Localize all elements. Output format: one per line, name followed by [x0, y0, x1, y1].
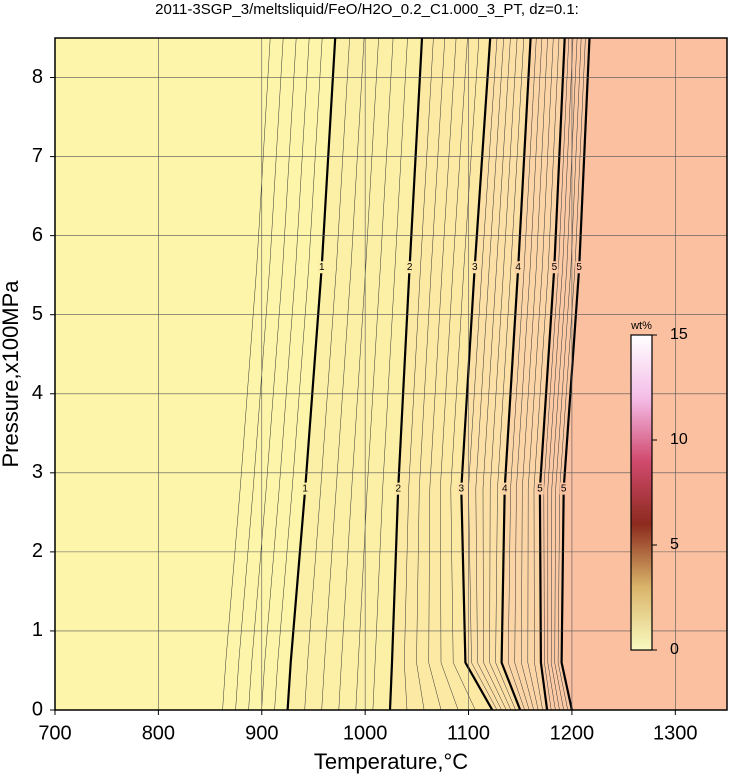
- colorbar-tick-label: 5: [670, 536, 679, 553]
- contour-label-bg: [405, 261, 414, 274]
- contour-label-bg: [514, 261, 523, 274]
- minor-contour: [261, 38, 310, 710]
- colorbar: [630, 334, 653, 651]
- contour-label-bg: [457, 482, 466, 495]
- y-tick-label: 5: [32, 303, 43, 325]
- minor-contour: [338, 38, 379, 710]
- y-tick-label: 1: [32, 619, 43, 641]
- contour-label: 3: [472, 262, 478, 273]
- x-axis-label: Temperature,°C: [314, 749, 468, 774]
- minor-contour: [514, 38, 543, 710]
- minor-contour: [475, 38, 504, 710]
- contour-label: 2: [407, 262, 413, 273]
- contour-label-bg: [317, 261, 326, 274]
- x-tick-label: 800: [142, 722, 175, 744]
- contour-label: 3: [459, 483, 465, 494]
- x-tick-label: 1300: [653, 722, 698, 744]
- y-tick-label: 6: [32, 224, 43, 246]
- minor-contour: [507, 38, 537, 710]
- minor-contour: [428, 38, 457, 710]
- minor-contour: [527, 38, 554, 710]
- contour-label: 1: [302, 483, 308, 494]
- y-tick-label: 4: [32, 382, 43, 404]
- contour-label: 2: [395, 483, 401, 494]
- y-tick-label: 0: [32, 698, 43, 720]
- contour-label: 4: [515, 262, 521, 273]
- colorbar-tick-label: 10: [670, 431, 688, 448]
- x-tick-label: 700: [38, 722, 71, 744]
- contour-label: 5: [552, 262, 558, 273]
- minor-contour: [495, 38, 525, 710]
- minor-contour: [440, 38, 468, 710]
- contour-label: 5: [537, 483, 543, 494]
- minor-contour: [248, 38, 297, 710]
- contour-label-bg: [559, 482, 568, 495]
- contour-label: 5: [561, 483, 567, 494]
- minor-contour: [416, 38, 446, 710]
- colorbar-tick-label: 15: [670, 326, 688, 343]
- colorbar-label: wt%: [630, 320, 652, 332]
- minor-contour: [304, 38, 350, 710]
- y-tick-label: 8: [32, 66, 43, 88]
- minor-contour: [404, 38, 434, 710]
- contour-label-bg: [394, 482, 403, 495]
- contour-label-bg: [470, 261, 479, 274]
- contour-label: 4: [502, 483, 508, 494]
- minor-contour: [482, 38, 511, 710]
- minor-contour: [321, 38, 365, 710]
- y-tick-label: 3: [32, 461, 43, 483]
- contour-label-bg: [550, 261, 559, 274]
- plot-frame: [54, 37, 728, 711]
- colorbar-tick-label: 0: [670, 641, 679, 658]
- contour-label-bg: [500, 482, 509, 495]
- y-tick-label: 2: [32, 540, 43, 562]
- contour-label-bg: [575, 261, 584, 274]
- y-axis-label: Pressure,x100MPa: [0, 280, 23, 468]
- minor-contour: [235, 38, 284, 710]
- minor-contour: [355, 38, 394, 710]
- minor-contour: [554, 38, 582, 710]
- minor-contour: [489, 38, 518, 710]
- contour-label: 5: [576, 262, 582, 273]
- x-tick-label: 1200: [550, 722, 595, 744]
- contour-label-bg: [301, 482, 310, 495]
- minor-contour: [547, 38, 574, 710]
- chart-title: 2011-3SGP_3/meltsliquid/FeO/H2O_0.2_C1.0…: [155, 1, 579, 18]
- minor-contour: [550, 38, 578, 710]
- x-tick-label: 1000: [343, 722, 388, 744]
- x-tick-label: 1100: [447, 722, 490, 744]
- contour-label: 1: [319, 262, 325, 273]
- minor-contour: [521, 38, 548, 710]
- x-tick-label: 900: [245, 722, 278, 744]
- minor-contour: [222, 38, 271, 710]
- minor-contour: [274, 38, 323, 710]
- contour-label-bg: [535, 482, 544, 495]
- minor-contour: [450, 38, 480, 710]
- y-tick-label: 7: [32, 145, 43, 167]
- minor-contour: [533, 38, 560, 710]
- minor-contour: [372, 38, 408, 710]
- plot: 1 1 2 2 3 3 4 4 5 5 5 5: [55, 38, 727, 710]
